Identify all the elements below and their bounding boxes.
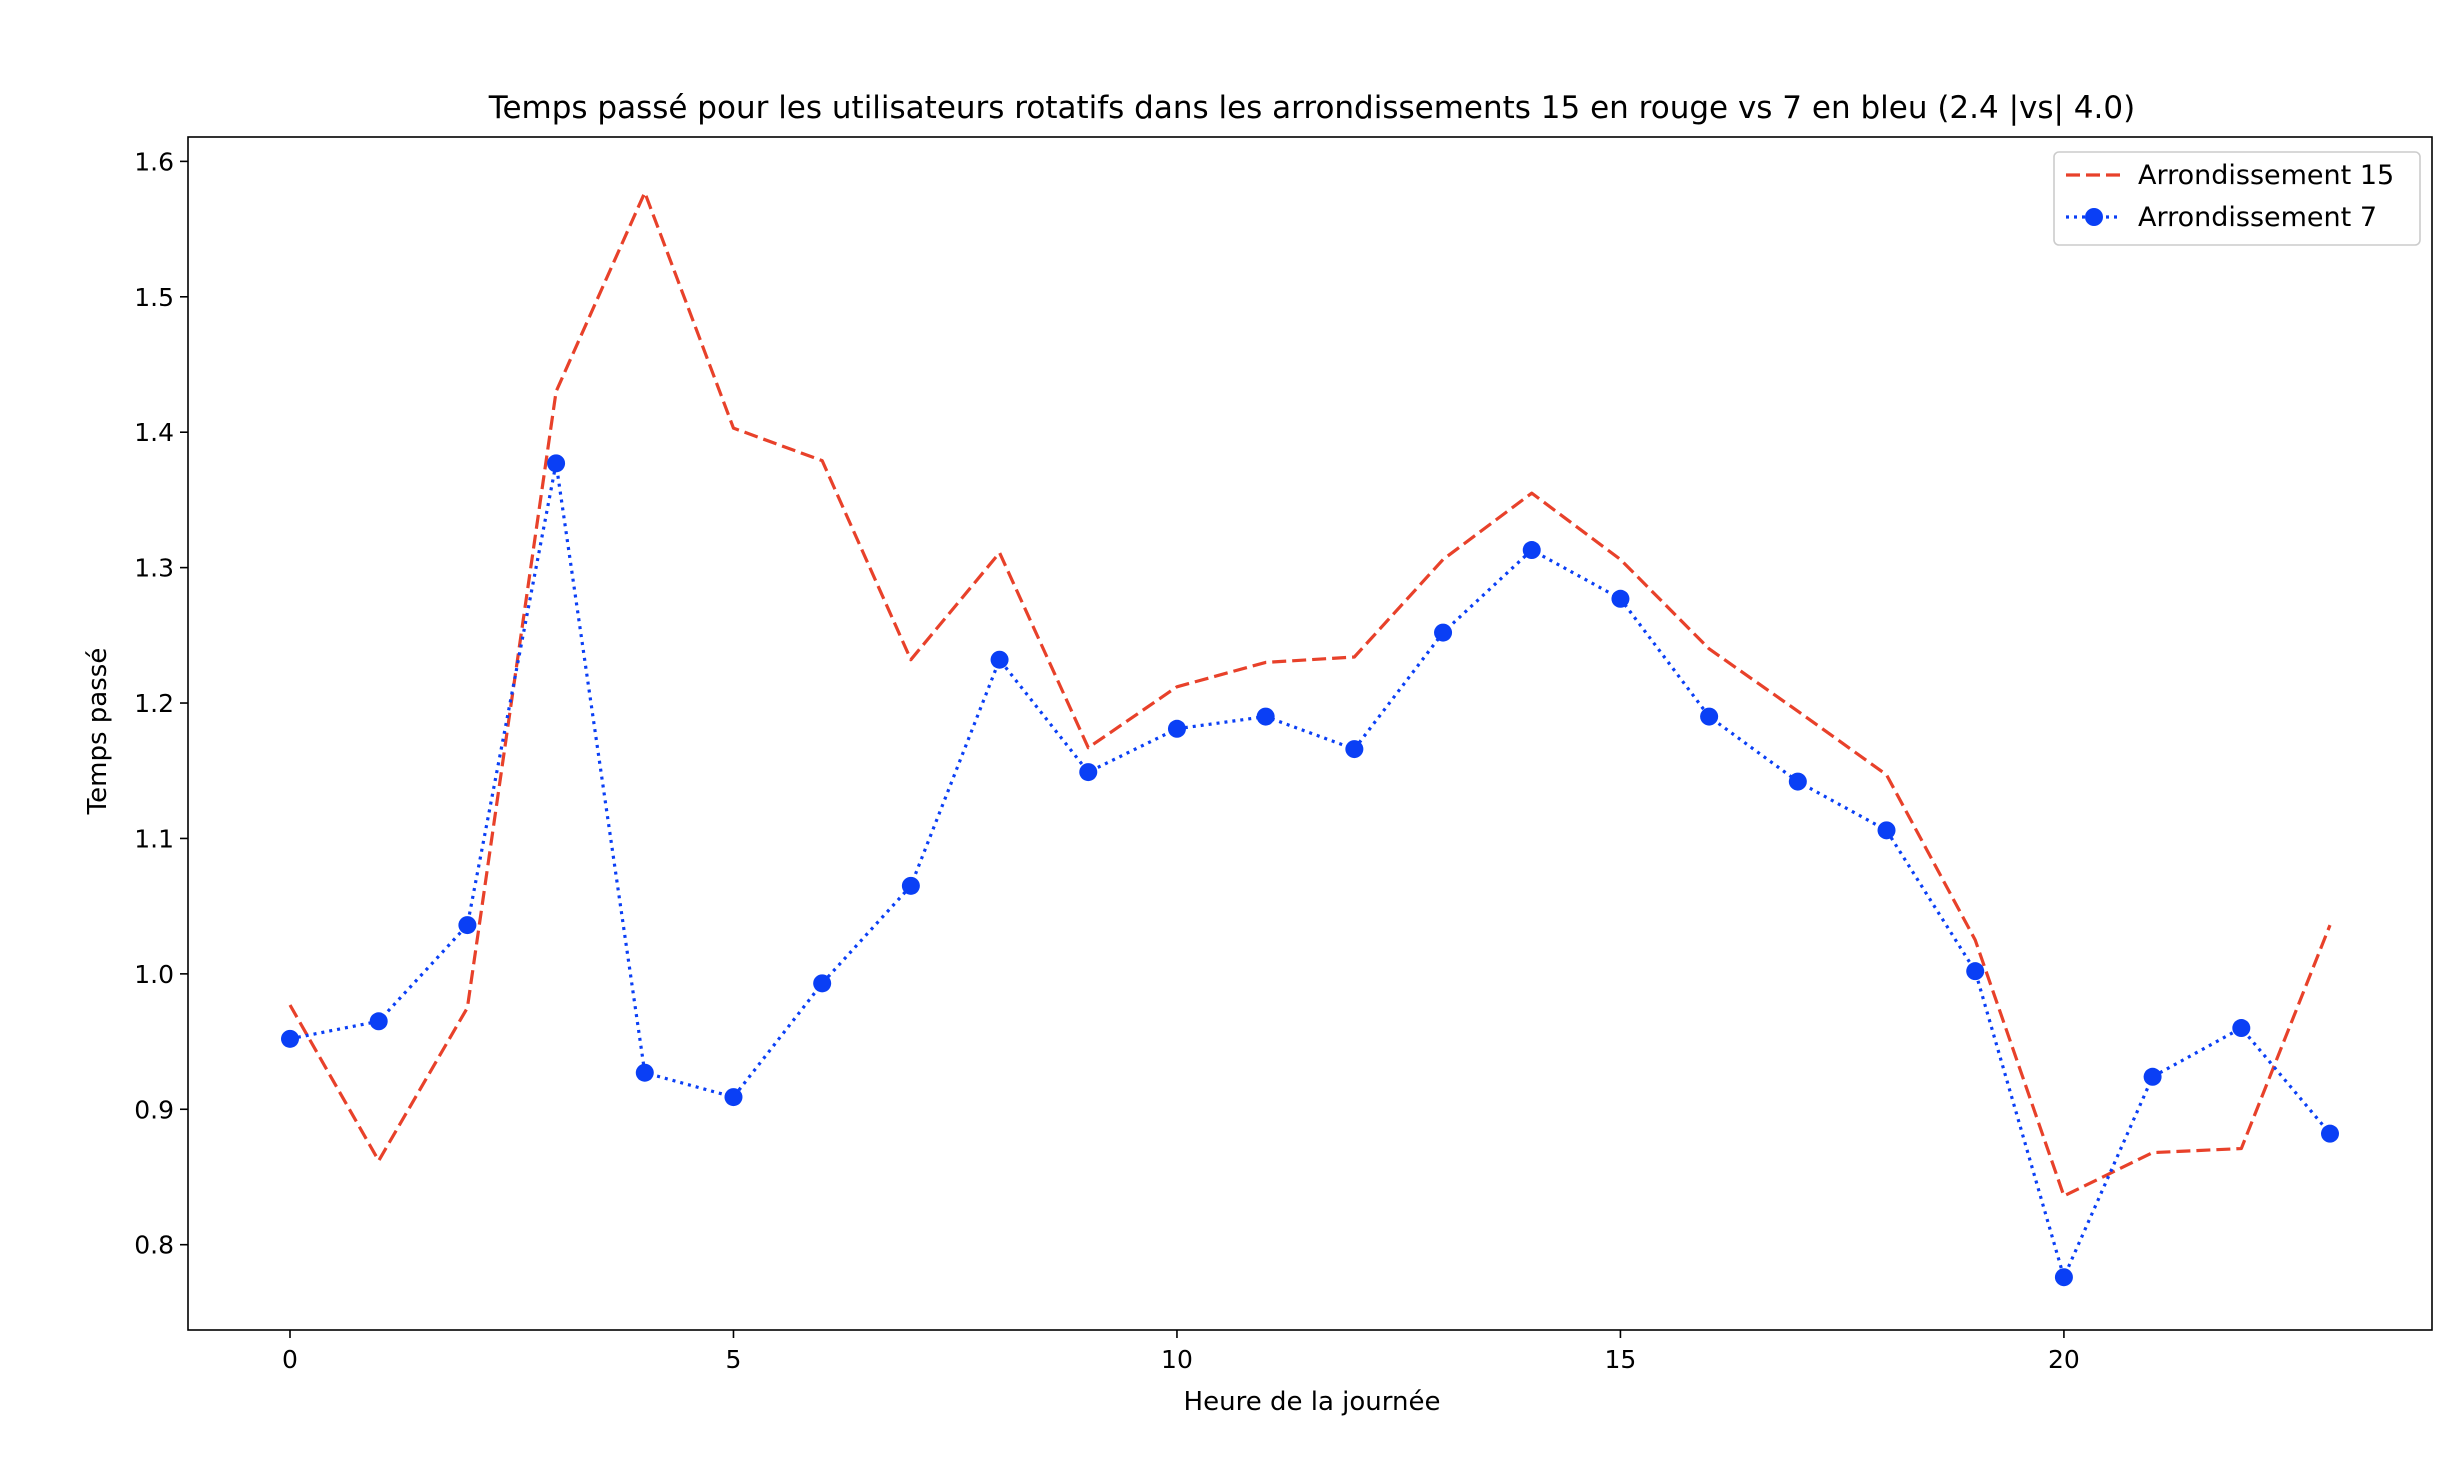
x-axis: 0 5 10 15 20 [282,1330,2080,1374]
y-axis: 0.8 0.9 1.0 1.1 1.2 1.3 1.4 1.5 1.6 [134,147,188,1260]
series-line-1 [288,190,2332,1198]
legend-label-1: Arrondissement 15 [2138,160,2394,191]
y-tick-label: 1.3 [134,554,174,583]
series-2-point [1434,623,1453,642]
x-axis-title: Heure de la journée [1184,1387,1441,1417]
series-2-point [281,1029,299,1048]
y-tick-label: 0.8 [134,1231,174,1260]
series-2-point [1877,821,1896,840]
series-2-point [2232,1019,2251,1038]
series-2-point [1522,541,1541,560]
chart-title: Temps passé pour les utilisateurs rotati… [488,90,2135,126]
series-2-point [901,876,920,895]
series-2-point [547,454,566,473]
series-2-point [635,1063,654,1082]
x-tick-label: 10 [1161,1345,1193,1374]
x-tick-label: 15 [1605,1345,1637,1374]
y-tick-label: 1.5 [134,283,174,312]
x-tick-label: 5 [726,1345,742,1374]
series-2-point [1167,719,1186,738]
legend-box [2053,151,2421,246]
legend-marker-2 [2085,208,2103,226]
series-2-point [369,1012,388,1031]
x-tick-label: 0 [282,1345,298,1374]
series-2-point [724,1088,743,1107]
plot-frame [187,136,2433,1331]
series-2-point [1345,740,1364,759]
series-2-point [1079,763,1098,782]
y-tick-label: 1.2 [134,689,174,718]
series-2-point [1611,589,1630,608]
series-2-point [2143,1067,2162,1086]
series-2-point [2054,1268,2073,1287]
y-tick-label: 1.0 [134,960,174,989]
y-tick-label: 0.9 [134,1095,174,1124]
legend-label-2: Arrondissement 7 [2138,202,2377,233]
y-axis-title: Temps passé [83,648,113,816]
series-line-2 [289,461,2332,1279]
series-2-point [1788,772,1807,791]
series-2-point [1700,707,1719,726]
series-2-point [990,650,1009,669]
plot-series [281,190,2339,1287]
y-tick-label: 1.4 [134,418,174,447]
series-2-point [813,974,832,993]
y-tick-label: 1.1 [134,824,174,853]
legend: Arrondissement 15 Arrondissement 7 [2053,151,2421,246]
series-2-point [1256,707,1275,726]
series-2-point [1966,962,1985,981]
series-2-point [458,916,477,935]
series-2-point [2321,1124,2339,1143]
x-tick-label: 20 [2048,1345,2080,1374]
y-tick-label: 1.6 [134,147,174,176]
